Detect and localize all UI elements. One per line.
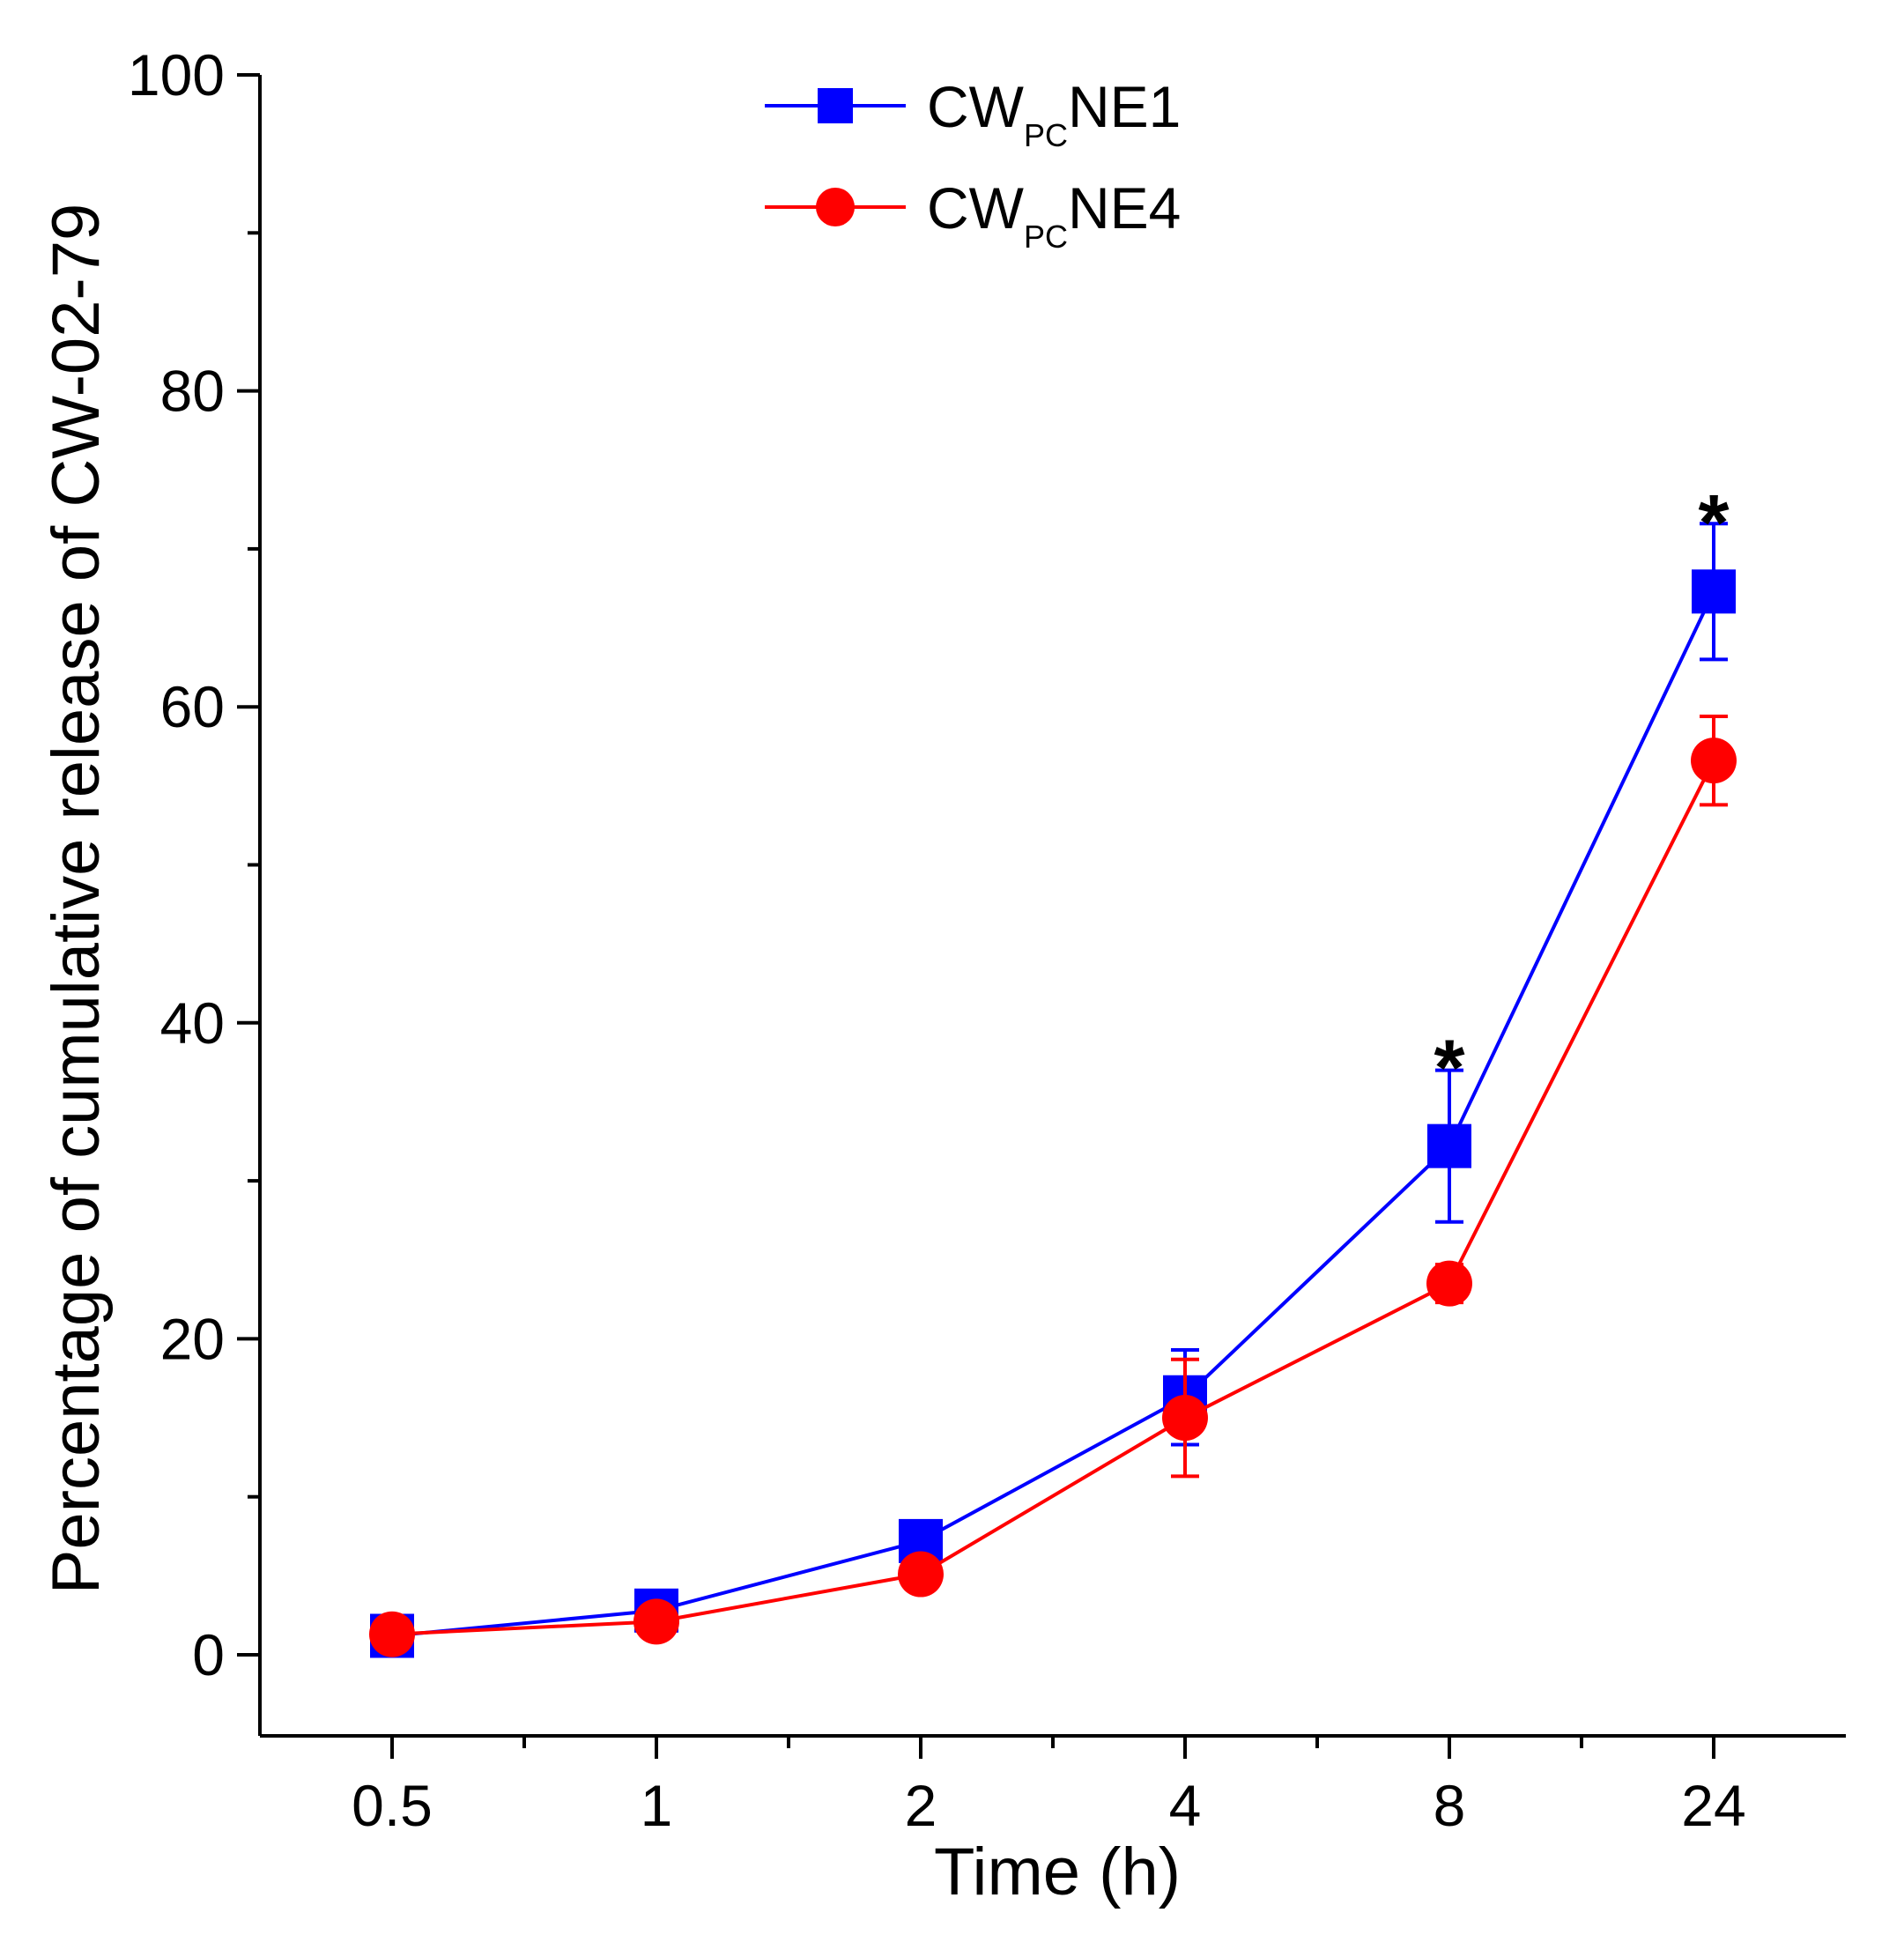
y-tick-label: 20 (160, 1306, 225, 1371)
legend-entry-1: CWPCNE1 (765, 74, 1181, 153)
data-point (369, 1611, 415, 1657)
legend-marker (816, 188, 855, 226)
legend-label: CWPCNE4 (927, 175, 1181, 255)
y-tick-label: 0 (192, 1622, 225, 1687)
legend-entry-2: CWPCNE4 (765, 175, 1181, 255)
series-1 (370, 522, 1736, 1658)
y-tick-label: 100 (128, 42, 225, 108)
x-tick-label: 4 (1169, 1773, 1202, 1838)
data-point (1692, 569, 1736, 614)
x-tick-label: 24 (1681, 1773, 1745, 1838)
data-point (633, 1598, 679, 1645)
data-point (1427, 1123, 1471, 1168)
x-tick-label: 0.5 (352, 1773, 433, 1838)
data-point (1162, 1395, 1208, 1442)
data-point (1426, 1260, 1472, 1307)
series-layer (369, 522, 1737, 1658)
data-point (898, 1551, 944, 1598)
legend: CWPCNE1 CWPCNE4 (765, 74, 1181, 255)
significance-star: * (1698, 479, 1729, 567)
annotations: ** (1434, 479, 1729, 1113)
significance-star: * (1434, 1025, 1464, 1113)
y-tick-label: 60 (160, 674, 225, 739)
y-axis-title: Percentage of cumulative release of CW-0… (39, 204, 114, 1595)
legend-marker (818, 88, 853, 123)
x-axis-title: Time (h) (934, 1835, 1181, 1909)
x-tick-label: 2 (905, 1773, 937, 1838)
y-tick-label: 40 (160, 990, 225, 1056)
series-line (391, 760, 1715, 1636)
x-tick-label: 8 (1434, 1773, 1466, 1838)
y-tick-label: 80 (160, 359, 225, 424)
series-line (391, 590, 1715, 1638)
series-2 (369, 714, 1737, 1657)
legend-label: CWPCNE1 (927, 74, 1181, 153)
x-tick-label: 1 (641, 1773, 673, 1838)
data-point (1691, 738, 1737, 784)
